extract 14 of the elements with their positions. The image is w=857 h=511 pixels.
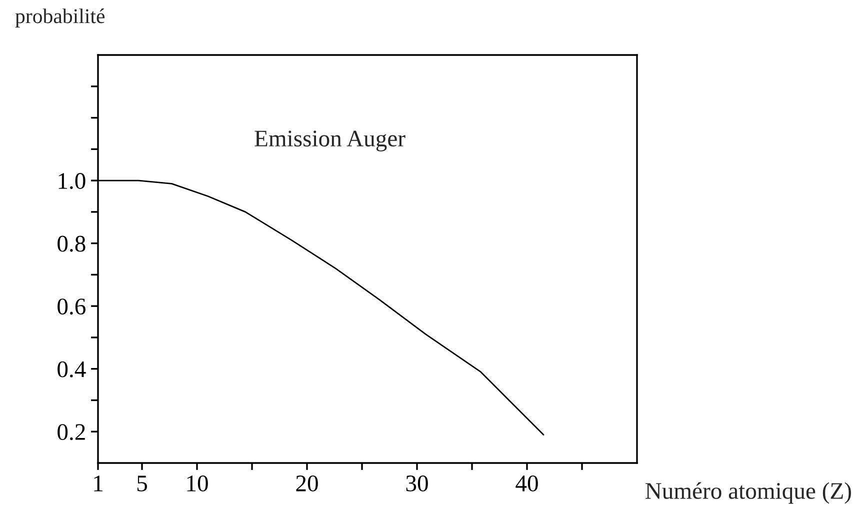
x-tick-label: 1 [94, 476, 102, 492]
x-tick-label: 40 [516, 475, 538, 492]
y-tick-label: 0.2 [58, 424, 85, 440]
y-tick-label: 0.4 [58, 361, 86, 378]
x-tick-label: 30 [406, 475, 428, 492]
y-tick-label: 1.0 [58, 173, 86, 190]
y-axis-title: probabilité [15, 8, 105, 28]
x-axis-title: Numéro atomique (Z) [645, 482, 851, 504]
y-tick-label: 0.8 [58, 236, 86, 252]
annotation: Emission Auger [254, 130, 406, 152]
x-tick-label: 5 [137, 476, 147, 492]
x-tick-label: 10 [187, 475, 208, 492]
y-tick-label: 0.6 [58, 298, 86, 315]
x-tick-label: 20 [296, 475, 318, 492]
